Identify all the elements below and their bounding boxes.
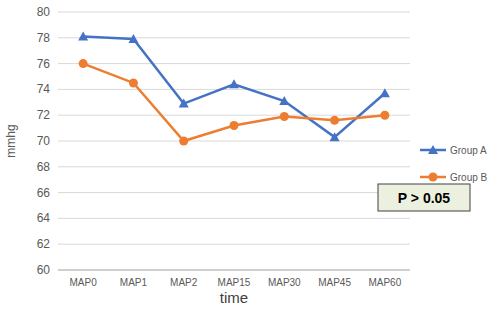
x-tick-label: MAP0 — [70, 277, 98, 288]
grid-line — [58, 89, 410, 90]
data-point — [380, 111, 389, 120]
series-line — [83, 64, 385, 141]
grid-line — [58, 115, 410, 116]
legend-marker — [429, 173, 438, 182]
data-point — [78, 32, 88, 41]
y-tick-label: 60 — [37, 263, 51, 277]
x-tick-label: MAP45 — [318, 277, 351, 288]
data-point — [330, 116, 339, 125]
data-point — [128, 34, 138, 43]
y-tick-label: 74 — [37, 82, 51, 96]
annotation-box — [378, 184, 470, 211]
y-tick-label: 66 — [37, 186, 51, 200]
grid-line — [58, 12, 410, 13]
chart: 60 62 64 66 68 70 72 74 76 78 80 MAP0 MAP1 MAP2 MAP15 M… — [0, 0, 500, 311]
series-line — [83, 37, 385, 138]
annotation-text: P > 0.05 — [398, 190, 451, 206]
y-tick-label: 72 — [37, 108, 51, 122]
y-tick-label: 64 — [37, 211, 51, 225]
legend: Group A Group B — [420, 145, 488, 183]
grid-line — [58, 141, 410, 142]
grid-line — [58, 244, 410, 245]
y-axis-label: mmhg — [4, 124, 18, 157]
grid-line — [58, 166, 410, 167]
grid-line — [58, 63, 410, 64]
grid-line — [58, 192, 410, 193]
data-point — [79, 59, 88, 68]
y-tick-label: 62 — [37, 237, 51, 251]
x-tick-label: MAP60 — [368, 277, 401, 288]
x-tick-label: MAP1 — [120, 277, 148, 288]
x-tick-label: MAP15 — [218, 277, 251, 288]
x-tick-label: MAP2 — [170, 277, 198, 288]
annotation: P > 0.05 — [378, 184, 470, 211]
data-point — [230, 121, 239, 130]
plot-area — [78, 32, 390, 146]
legend-label: Group B — [450, 172, 488, 183]
legend-label: Group A — [450, 145, 487, 156]
chart-container: 60 62 64 66 68 70 72 74 76 78 80 MAP0 MAP1 MAP2 MAP15 M… — [0, 0, 500, 311]
y-tick-label: 70 — [37, 134, 51, 148]
grid-line — [58, 270, 410, 271]
data-point — [179, 137, 188, 146]
x-tick-label: MAP30 — [268, 277, 301, 288]
legend-marker — [428, 145, 438, 154]
data-point — [380, 88, 390, 97]
data-point — [129, 78, 138, 87]
x-axis-label: time — [220, 289, 248, 306]
data-point — [280, 112, 289, 121]
y-tick-label: 78 — [37, 31, 51, 45]
data-point — [279, 96, 289, 105]
data-point — [330, 132, 340, 141]
grid-line — [58, 218, 410, 219]
y-tick-label: 76 — [37, 57, 51, 71]
data-point — [229, 79, 239, 88]
data-point — [179, 99, 189, 108]
y-tick-label: 80 — [37, 5, 51, 19]
y-tick-label: 68 — [37, 160, 51, 174]
x-axis-line — [58, 270, 410, 271]
